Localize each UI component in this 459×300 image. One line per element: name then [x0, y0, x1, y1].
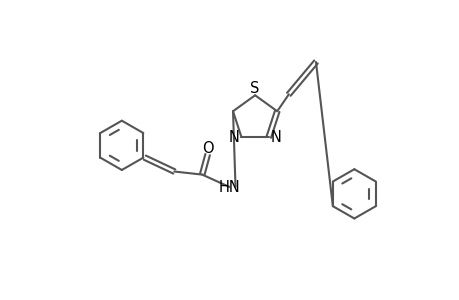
Text: HN: HN: [218, 180, 240, 195]
Text: N: N: [229, 130, 240, 145]
Text: O: O: [202, 141, 214, 156]
Text: S: S: [250, 81, 259, 96]
Text: N: N: [270, 130, 280, 145]
